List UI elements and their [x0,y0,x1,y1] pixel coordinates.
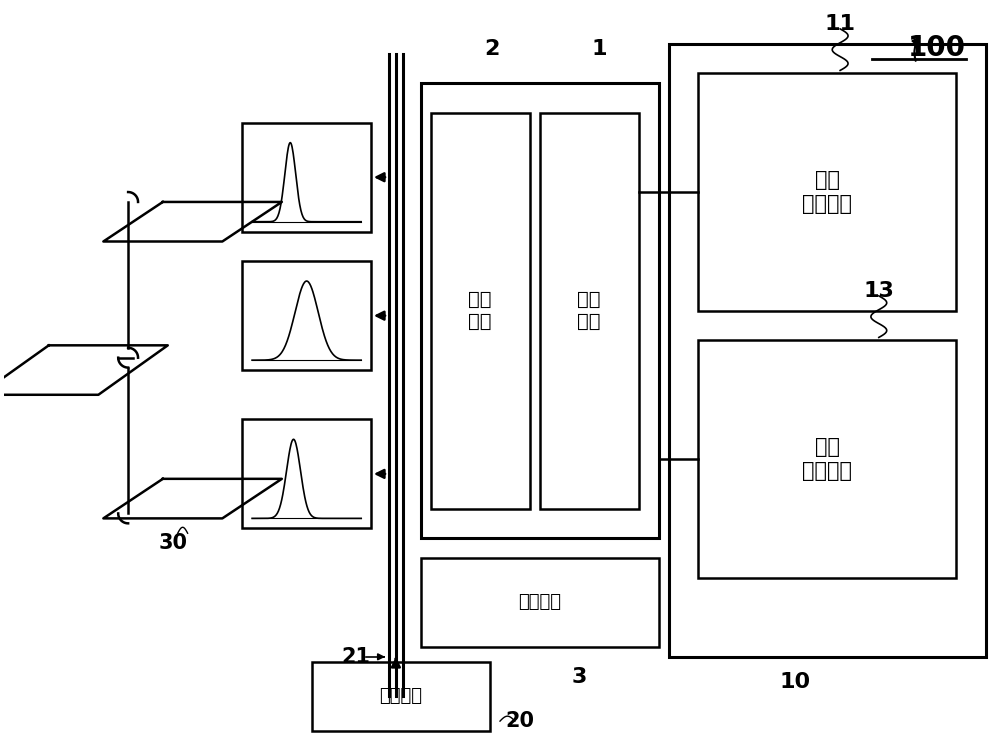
Text: 功能元件: 功能元件 [379,688,422,706]
Text: 第一
驱动电路: 第一 驱动电路 [802,170,852,214]
Bar [312,662,490,731]
Text: 2: 2 [484,39,500,58]
Bar [421,558,659,647]
Text: 11: 11 [825,14,856,34]
Text: 20: 20 [505,711,534,731]
Bar [540,113,639,508]
Text: 10: 10 [780,671,811,692]
Text: 13: 13 [863,281,894,301]
Bar [242,419,371,528]
Text: 第一
光源: 第一 光源 [578,290,601,332]
Bar [669,44,986,657]
Text: 第三光源: 第三光源 [518,593,561,611]
Bar [431,113,530,508]
Text: 100: 100 [908,34,966,62]
Bar [242,123,371,232]
Bar [242,261,371,370]
Text: 3: 3 [572,667,587,686]
Text: 1: 1 [591,39,607,58]
Text: 30: 30 [158,533,187,553]
Text: 第三
驱动电路: 第三 驱动电路 [802,437,852,481]
Bar [698,74,956,310]
Bar [698,340,956,578]
Text: 21: 21 [342,646,371,667]
Text: 第二
光源: 第二 光源 [468,290,492,332]
Bar [421,83,659,538]
